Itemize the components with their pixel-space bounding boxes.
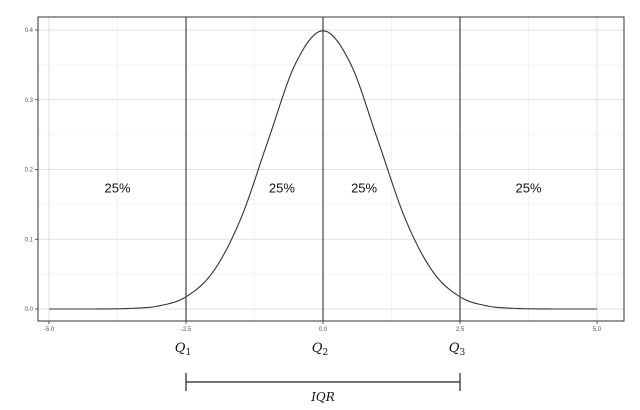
iqr-bracket: IQR: [185, 373, 461, 404]
quartile-labels: Q1 Q2 Q3: [175, 341, 466, 358]
region-label-1: 25%: [104, 181, 130, 196]
quartile-label-main: Q: [449, 341, 460, 356]
y-tick-label: 0.2: [25, 168, 34, 174]
region-label-2: 25%: [269, 181, 295, 196]
x-tick-label: 0.0: [319, 327, 328, 333]
x-tick-label: -5.0: [44, 327, 55, 333]
y-tick-label: 0.1: [25, 237, 34, 243]
quartile-label-main: Q: [312, 341, 323, 356]
x-tick-label: -2.5: [181, 327, 192, 333]
quartile-label-main: Q: [175, 341, 186, 356]
x-tick-label: 2.5: [456, 327, 465, 333]
quartile-label-q1: Q1: [175, 341, 191, 358]
quartile-lines: [185, 17, 461, 321]
quartile-label-q3: Q3: [449, 341, 466, 358]
y-tick-label: 0.0: [25, 307, 34, 313]
quartile-label-sub: 3: [459, 348, 465, 358]
y-tick-label: 0.3: [25, 98, 34, 104]
iqr-label: IQR: [310, 390, 335, 404]
quartile-label-sub: 2: [322, 348, 328, 358]
plot-panel-border: [37, 16, 625, 322]
region-label-4: 25%: [515, 181, 541, 196]
quartile-label-sub: 1: [185, 348, 191, 358]
region-labels: 25% 25% 25% 25%: [104, 181, 541, 196]
axis-ticks: -5.0 -2.5 0.0 2.5 5.0 0.0 0.1 0.2 0.3 0.4: [25, 28, 602, 333]
y-tick-label: 0.4: [25, 28, 34, 34]
region-label-3: 25%: [351, 181, 377, 196]
quartile-label-q2: Q2: [312, 341, 328, 358]
x-tick-label: 5.0: [593, 327, 602, 333]
